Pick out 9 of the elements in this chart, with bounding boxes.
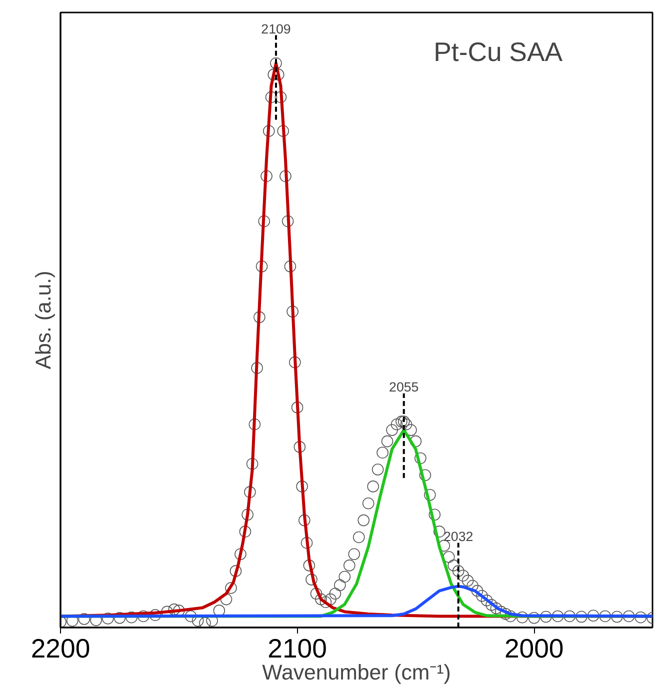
annotation: 2109 <box>261 21 291 36</box>
y-axis-title: Abs. (a.u.) <box>32 270 56 370</box>
x-axis-title: Wavenumber (cm⁻¹) <box>262 660 451 684</box>
annotation: 2055 <box>389 380 419 395</box>
annotation: 2032 <box>444 529 474 544</box>
x-tick-label: 2200 <box>30 634 90 664</box>
chart-title: Pt-Cu SAA <box>434 36 563 67</box>
x-tick-label: 2000 <box>504 634 564 664</box>
x-tick-label: 2100 <box>268 634 327 664</box>
